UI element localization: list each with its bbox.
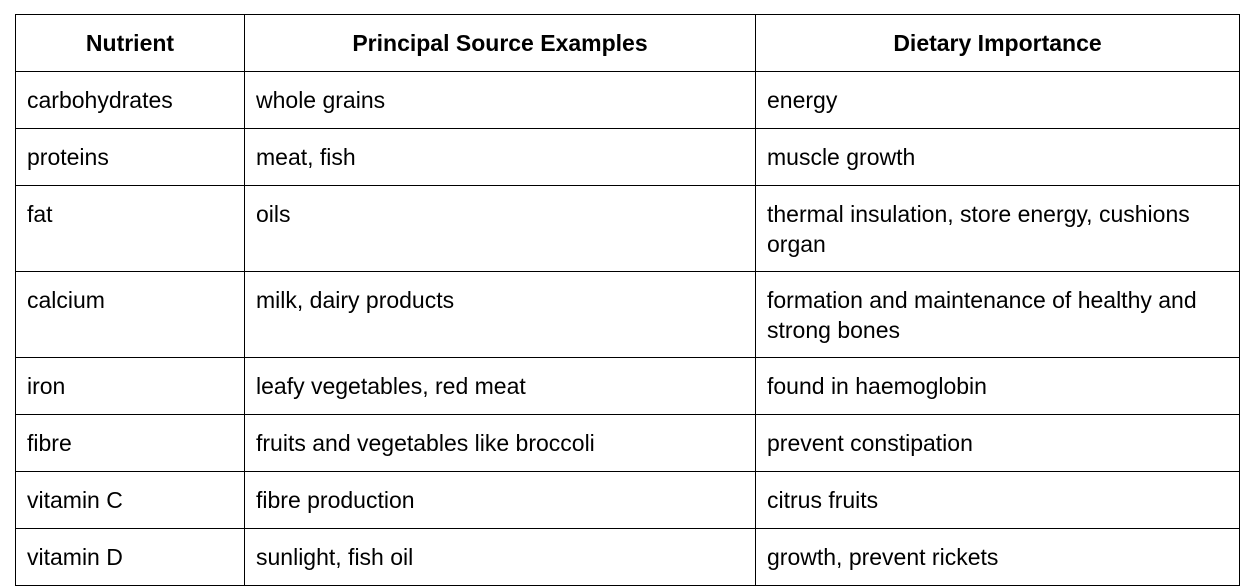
table-row: calcium milk, dairy products formation a… xyxy=(15,271,1240,358)
nutrient-cell: fat xyxy=(15,185,245,272)
source-cell: fibre production xyxy=(244,471,756,529)
source-cell: leafy vegetables, red meat xyxy=(244,357,756,415)
source-cell: oils xyxy=(244,185,756,272)
nutrient-cell: carbohydrates xyxy=(15,71,245,129)
importance-cell: muscle growth xyxy=(755,128,1240,186)
header-nutrient: Nutrient xyxy=(15,14,245,72)
nutrient-cell: calcium xyxy=(15,271,245,358)
importance-cell: citrus fruits xyxy=(755,471,1240,529)
nutrient-cell: iron xyxy=(15,357,245,415)
source-cell: milk, dairy products xyxy=(244,271,756,358)
source-cell: fruits and vegetables like broccoli xyxy=(244,414,756,472)
table-row: vitamin C fibre production citrus fruits xyxy=(15,471,1240,529)
nutrient-cell: vitamin D xyxy=(15,528,245,586)
importance-cell: thermal insulation, store energy, cushio… xyxy=(755,185,1240,272)
table-row: vitamin D sunlight, fish oil growth, pre… xyxy=(15,528,1240,586)
source-cell: whole grains xyxy=(244,71,756,129)
importance-cell: formation and maintenance of healthy and… xyxy=(755,271,1240,358)
nutrient-cell: vitamin C xyxy=(15,471,245,529)
header-principal-source-examples: Principal Source Examples xyxy=(244,14,756,72)
table-row: proteins meat, fish muscle growth xyxy=(15,128,1240,186)
table-row: iron leafy vegetables, red meat found in… xyxy=(15,357,1240,415)
table-row: fat oils thermal insulation, store energ… xyxy=(15,185,1240,272)
nutrient-cell: proteins xyxy=(15,128,245,186)
importance-cell: prevent constipation xyxy=(755,414,1240,472)
source-cell: sunlight, fish oil xyxy=(244,528,756,586)
importance-cell: growth, prevent rickets xyxy=(755,528,1240,586)
nutrient-table: Nutrient Principal Source Examples Dieta… xyxy=(15,14,1240,586)
table-header-row: Nutrient Principal Source Examples Dieta… xyxy=(15,14,1240,72)
importance-cell: found in haemoglobin xyxy=(755,357,1240,415)
table-row: carbohydrates whole grains energy xyxy=(15,71,1240,129)
source-cell: meat, fish xyxy=(244,128,756,186)
nutrient-cell: fibre xyxy=(15,414,245,472)
importance-cell: energy xyxy=(755,71,1240,129)
table-row: fibre fruits and vegetables like broccol… xyxy=(15,414,1240,472)
header-dietary-importance: Dietary Importance xyxy=(755,14,1240,72)
